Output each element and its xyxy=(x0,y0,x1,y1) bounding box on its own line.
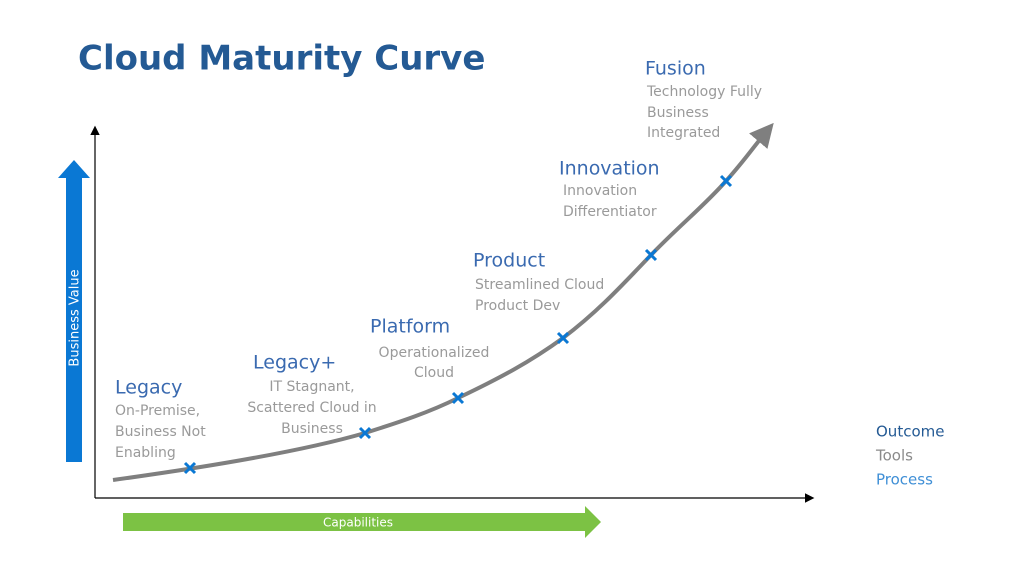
stage-desc: Innovation xyxy=(563,183,637,199)
x-axis-label: Capabilities xyxy=(323,516,393,530)
stage-desc: Business Not xyxy=(115,424,206,440)
legend-item: Process xyxy=(876,471,933,489)
y-arrow xyxy=(58,160,90,462)
legend-item: Tools xyxy=(875,447,913,465)
milestone xyxy=(451,391,465,405)
x-arrow xyxy=(123,506,601,538)
y-axis-label: Business Value xyxy=(68,269,83,366)
stage-desc: IT Stagnant, xyxy=(269,379,354,395)
stage-desc: Operationalized xyxy=(379,345,490,361)
maturity-curve xyxy=(112,122,774,482)
milestone xyxy=(358,426,372,440)
stage-desc: Streamlined Cloud xyxy=(475,277,604,293)
stage-desc: Cloud xyxy=(414,365,454,381)
stage-name: Legacy xyxy=(115,377,182,399)
stage-desc: Differentiator xyxy=(563,204,657,220)
stage-desc: Technology Fully xyxy=(646,84,762,100)
legend-item: Outcome xyxy=(876,423,944,441)
milestone xyxy=(183,461,197,475)
stage-desc: Integrated xyxy=(647,125,720,141)
stage-name: Platform xyxy=(370,316,450,338)
milestones xyxy=(183,174,733,475)
stage-desc: Business xyxy=(647,105,709,121)
milestone xyxy=(719,174,733,188)
stage-desc: Scattered Cloud in xyxy=(247,400,376,416)
stage-name: Legacy+ xyxy=(253,352,336,374)
stage-name: Innovation xyxy=(559,158,660,180)
stage-name: Fusion xyxy=(645,58,706,80)
stage-desc: Enabling xyxy=(115,445,176,461)
milestone xyxy=(556,331,570,345)
milestone xyxy=(644,248,658,262)
stage-name: Product xyxy=(473,250,545,272)
stage-desc: Business xyxy=(281,421,343,437)
stage-desc: On-Premise, xyxy=(115,403,200,419)
title: Cloud Maturity Curve xyxy=(78,39,485,79)
stage-desc: Product Dev xyxy=(475,298,560,314)
